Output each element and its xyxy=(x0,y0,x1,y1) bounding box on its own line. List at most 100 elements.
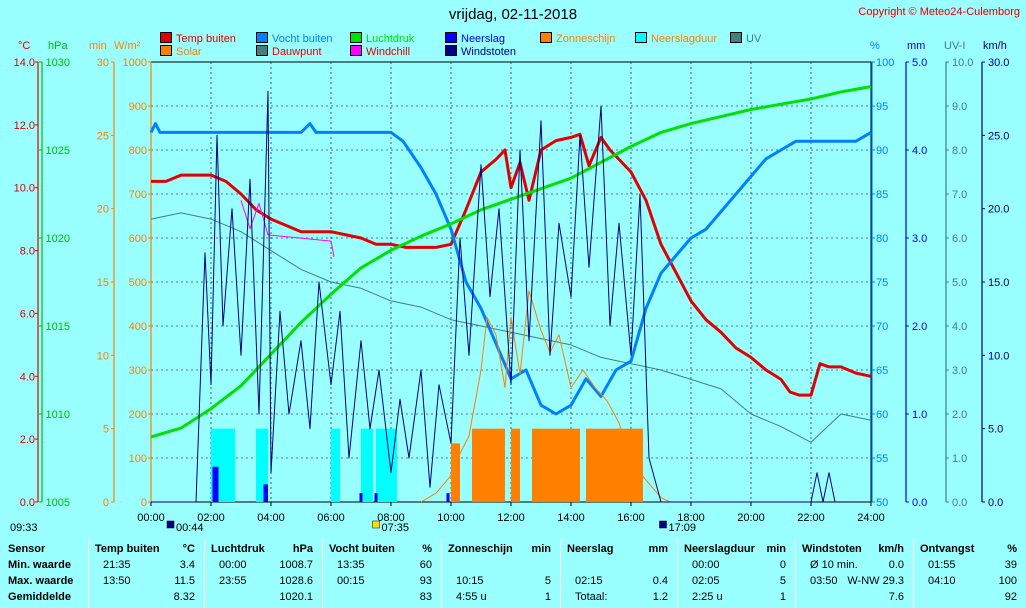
series-line xyxy=(149,122,872,416)
legend-item: Zonneschijn xyxy=(540,32,615,45)
axis-tick-label: 0.0 xyxy=(988,497,1003,509)
axis-tick-label: 1020 xyxy=(46,233,70,245)
axis-tick-label: 18:00 xyxy=(677,512,705,524)
series-vocht-buiten xyxy=(149,122,872,416)
axis-tick-label: 8.0 xyxy=(20,246,35,258)
axis-unit-uv: UV-I xyxy=(944,40,966,52)
axis-unit-solar: W/m² xyxy=(114,40,141,52)
cell-value: 39 xyxy=(1004,559,1017,571)
axis-tick-label: 04:00 xyxy=(257,512,285,524)
cell-time: 02:15 xyxy=(575,575,603,587)
table-column: Ontvangst% 01:55 39 04:10 100 92 xyxy=(913,539,1026,608)
axis-tick-label: 22:00 xyxy=(797,512,825,524)
legend-swatch xyxy=(445,32,457,43)
column-header: Neerslag xyxy=(567,543,614,555)
cell-time: 23:55 xyxy=(219,575,247,587)
row-label: Sensor xyxy=(8,543,46,555)
legend-item: Neerslag xyxy=(445,32,505,45)
bar xyxy=(376,428,397,502)
series-windchill xyxy=(240,200,335,257)
table-column: Luchtdruk hPa 00:00 1008.7 23:55 1028.6 1020.1 xyxy=(204,539,323,608)
axis-tick-label: 5.0 xyxy=(912,57,927,69)
axis-minutes: 0 5 10 15 20 25 30 xyxy=(97,57,115,509)
series-line xyxy=(240,200,335,257)
axis-tick-label: 55 xyxy=(876,453,888,465)
axis-tick-label: 300 xyxy=(129,365,147,377)
sunrise: 07:35 xyxy=(372,520,409,534)
sunset: 17:09 xyxy=(659,520,697,534)
axis-tick-label: 5.0 xyxy=(988,424,1003,436)
axis-tick-label: 1030 xyxy=(46,57,70,69)
axis-tick-label: 02:00 xyxy=(197,512,225,524)
axis-tick-label: 4.0 xyxy=(912,145,927,157)
series-line xyxy=(150,212,872,443)
legend-item: Windstoten xyxy=(445,45,516,58)
cell-value: 1.2 xyxy=(652,591,668,603)
sunrise-icon xyxy=(372,520,380,529)
legend-item: Luchtdruk xyxy=(350,32,414,45)
axis-tick-label: 0.0 xyxy=(952,497,967,509)
legend-item: Solar xyxy=(160,45,202,58)
row-label: Max. waarde xyxy=(8,575,74,587)
axis-wind: 0.0 5.0 10.0 15.0 20.0 25.0 30.0 xyxy=(981,57,1009,509)
axis-unit-minutes: min xyxy=(89,40,107,52)
column-unit: mm xyxy=(648,543,668,555)
axis-pressure: 1005 1010 1015 1020 1025 1030 xyxy=(39,57,70,509)
axis-tick-label: 800 xyxy=(129,145,147,157)
cell-value: 1028.6 xyxy=(279,575,313,587)
column-header: Windstoten xyxy=(802,543,862,555)
cell-time: 00:00 xyxy=(692,559,720,571)
axis-tick-label: 12:00 xyxy=(497,512,525,524)
legend-label: Neerslagduur xyxy=(651,33,718,45)
legend-swatch xyxy=(256,45,268,56)
legend-label: Luchtdruk xyxy=(366,33,415,45)
moonrise-label: 00:44 xyxy=(176,522,204,534)
series-temp-buiten xyxy=(151,132,872,397)
axis-tick-label: 2.0 xyxy=(20,434,35,446)
bar xyxy=(361,428,373,502)
cell-value: 7.6 xyxy=(888,591,904,603)
axis-tick-label: 10:00 xyxy=(437,512,465,524)
cell-value: W-NW 29.3 xyxy=(847,575,904,587)
axis-unit-pressure: hPa xyxy=(48,40,68,52)
legend-swatch xyxy=(350,32,362,43)
legend-item: Windchill xyxy=(350,45,410,58)
axis-rain: 0.0 1.0 2.0 3.0 4.0 5.0 xyxy=(905,57,927,509)
cell-time: 00:00 xyxy=(219,559,247,571)
cell-time: 21:35 xyxy=(103,559,131,571)
bar xyxy=(446,493,450,502)
axis-tick-label: 1005 xyxy=(46,497,70,509)
legend-swatch xyxy=(540,32,552,43)
axis-tick-label: 25 xyxy=(97,130,109,142)
cell-value: 11.5 xyxy=(174,575,195,587)
column-header: Ontvangst xyxy=(920,543,975,555)
bar xyxy=(256,428,268,502)
axis-tick-label: 65 xyxy=(876,365,888,377)
bar xyxy=(472,428,505,502)
axis-tick-label: 5 xyxy=(103,424,109,436)
legend-item: Neerslagduur xyxy=(635,32,717,45)
axis-tick-label: 50 xyxy=(876,497,888,509)
axis-tick-label: 6.0 xyxy=(20,308,35,320)
axis-tick-label: 85 xyxy=(876,189,888,201)
legend-label: Windchill xyxy=(366,46,411,58)
cell-time: Ø 10 min. xyxy=(810,559,858,571)
axis-tick-label: 1.0 xyxy=(952,453,967,465)
axis-tick-label: 6.0 xyxy=(952,233,967,245)
column-unit: min xyxy=(531,543,551,555)
series-zonneschijn xyxy=(451,428,643,502)
column-header: Temp buiten xyxy=(95,543,160,555)
cell-time: 4:55 u xyxy=(456,591,487,603)
axis-unit-rain: mm xyxy=(907,40,926,52)
axis-tick-label: 1015 xyxy=(46,321,70,333)
axis-tick-label: 400 xyxy=(129,321,147,333)
table-column: Temp buiten °C 21:35 3.4 13:50 11.5 8.32 xyxy=(88,539,205,608)
cell-time: 04:10 xyxy=(928,575,956,587)
cell-time: 01:55 xyxy=(928,559,956,571)
axis-tick-label: 1010 xyxy=(46,409,70,421)
cell-value: 0.0 xyxy=(888,559,904,571)
axis-tick-label: 15.0 xyxy=(988,277,1009,289)
axis-unit-temp: °C xyxy=(18,40,31,52)
legend-item: Dauwpunt xyxy=(256,45,322,58)
sunset-label: 17:09 xyxy=(669,522,697,534)
